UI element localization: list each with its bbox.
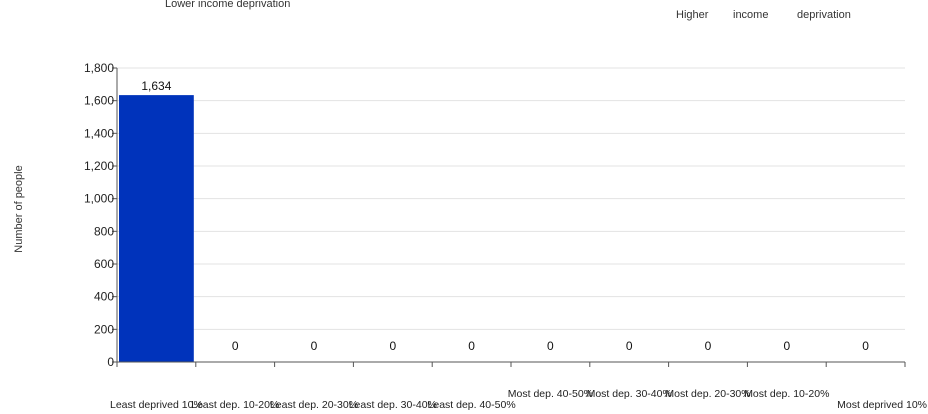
y-tick-label: 400 — [94, 290, 114, 304]
y-tick-label: 1,600 — [84, 94, 114, 108]
y-tick-label: 0 — [107, 355, 114, 369]
y-tick-label: 200 — [94, 322, 114, 336]
grid-lines — [117, 67, 905, 330]
data-label: 0 — [468, 339, 475, 353]
data-label: 0 — [389, 339, 396, 353]
y-tick-label: 1,400 — [84, 126, 114, 140]
category-label: Least dep. 30-40% — [349, 399, 437, 411]
y-tick-label: 800 — [94, 224, 114, 238]
y-tick-label: 1,000 — [84, 192, 114, 206]
higher-deprivation-word-1: Higher — [676, 9, 709, 21]
data-label: 0 — [232, 339, 239, 353]
category-label: Least deprived 10% — [110, 399, 203, 411]
bar — [119, 95, 194, 362]
category-label: Most deprived 10% — [837, 399, 927, 411]
data-label: 0 — [311, 339, 318, 353]
data-label: 0 — [705, 339, 712, 353]
category-label: Most dep. 20-30% — [665, 388, 750, 400]
higher-deprivation-word-2: income — [733, 9, 769, 21]
category-label: Most dep. 10-20% — [744, 388, 829, 400]
bars — [119, 95, 194, 362]
data-label: 0 — [547, 339, 554, 353]
category-label: Most dep. 40-50% — [508, 388, 593, 400]
category-label: Least dep. 40-50% — [428, 399, 516, 411]
category-label: Least dep. 10-20% — [191, 399, 279, 411]
data-label: 1,634 — [141, 79, 171, 93]
higher-deprivation-word-3: deprivation — [797, 9, 851, 21]
data-label: 0 — [626, 339, 633, 353]
axes — [112, 67, 906, 367]
y-tick-label: 1,800 — [84, 61, 114, 75]
category-label: Least dep. 20-30% — [270, 399, 358, 411]
data-label: 0 — [783, 339, 790, 353]
y-axis-label: Number of people — [13, 165, 25, 252]
y-tick-label: 1,200 — [84, 159, 114, 173]
category-label: Most dep. 30-40% — [587, 388, 672, 400]
y-tick-label: 600 — [94, 257, 114, 271]
data-label: 0 — [862, 339, 869, 353]
lower-deprivation-note: Lower income deprivation — [165, 0, 291, 10]
labels: 0 200 400 600 800 1,000 1,200 1,400 1,600 1,800 1,… — [84, 61, 927, 411]
